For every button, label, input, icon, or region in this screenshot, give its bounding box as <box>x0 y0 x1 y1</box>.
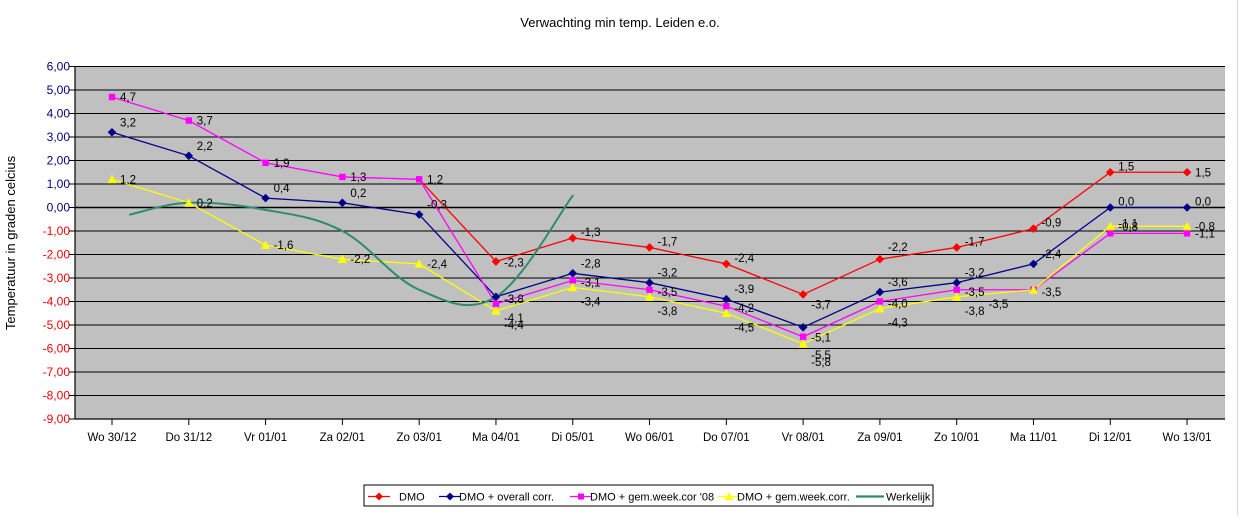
svg-text:-1,6: -1,6 <box>274 240 294 252</box>
svg-text:-2,2: -2,2 <box>888 242 908 254</box>
svg-text:Wo 06/01: Wo 06/01 <box>625 432 674 444</box>
svg-text:-2,4: -2,4 <box>734 253 754 265</box>
svg-text:1,00: 1,00 <box>47 177 71 191</box>
svg-text:Za 02/01: Za 02/01 <box>320 432 365 444</box>
svg-text:Za 09/01: Za 09/01 <box>857 432 902 444</box>
svg-text:Wo 30/12: Wo 30/12 <box>87 432 136 444</box>
svg-text:6,00: 6,00 <box>47 60 71 74</box>
svg-text:Wo 13/01: Wo 13/01 <box>1163 432 1212 444</box>
svg-text:-3,4: -3,4 <box>581 296 601 308</box>
svg-text:1,5: 1,5 <box>1118 161 1134 173</box>
svg-text:3,2: 3,2 <box>120 117 136 129</box>
svg-text:1,3: 1,3 <box>350 172 366 184</box>
svg-text:-5,8: -5,8 <box>811 357 831 369</box>
svg-text:1,5: 1,5 <box>1195 167 1211 179</box>
svg-text:-3,5: -3,5 <box>1041 287 1061 299</box>
svg-text:Zo 10/01: Zo 10/01 <box>934 432 979 444</box>
svg-text:-3,8: -3,8 <box>658 306 678 318</box>
svg-text:-3,6: -3,6 <box>888 277 908 289</box>
svg-text:Ma 11/01: Ma 11/01 <box>1010 432 1057 444</box>
svg-text:-3,2: -3,2 <box>658 268 678 280</box>
svg-text:0,0: 0,0 <box>1118 197 1134 209</box>
svg-text:-0,9: -0,9 <box>1041 218 1061 230</box>
svg-text:-0,8: -0,8 <box>1118 221 1138 233</box>
svg-text:3,7: 3,7 <box>197 116 213 128</box>
svg-text:2,00: 2,00 <box>47 154 71 168</box>
svg-text:Verwachting min temp. Leiden e: Verwachting min temp. Leiden e.o. <box>520 15 719 30</box>
svg-text:Vr 08/01: Vr 08/01 <box>782 432 825 444</box>
svg-text:-5,1: -5,1 <box>811 332 831 344</box>
svg-text:-3,9: -3,9 <box>734 284 754 296</box>
svg-text:-9,00: -9,00 <box>43 412 71 426</box>
svg-text:Werkelijk: Werkelijk <box>886 492 931 504</box>
svg-text:Temperatuur in graden celcius: Temperatuur in graden celcius <box>3 155 18 330</box>
svg-text:DMO: DMO <box>399 492 425 504</box>
svg-text:-1,7: -1,7 <box>965 236 985 248</box>
svg-text:1,2: 1,2 <box>427 174 443 186</box>
svg-text:DMO + overall corr.: DMO + overall corr. <box>459 492 554 504</box>
svg-text:-3,7: -3,7 <box>811 299 831 311</box>
svg-text:-4,4: -4,4 <box>504 320 524 332</box>
svg-text:Zo 03/01: Zo 03/01 <box>396 432 441 444</box>
svg-text:5,00: 5,00 <box>47 83 71 97</box>
svg-text:Do 07/01: Do 07/01 <box>703 432 750 444</box>
svg-text:-4,00: -4,00 <box>43 295 71 309</box>
svg-text:3,00: 3,00 <box>47 130 71 144</box>
svg-text:1,9: 1,9 <box>274 158 290 170</box>
svg-text:-3,8: -3,8 <box>965 306 985 318</box>
svg-text:DMO + gem.week.corr.: DMO + gem.week.corr. <box>737 492 850 504</box>
svg-text:-0,8: -0,8 <box>1195 221 1215 233</box>
svg-text:-5,00: -5,00 <box>43 318 71 332</box>
svg-text:-6,00: -6,00 <box>43 342 71 356</box>
svg-text:-2,3: -2,3 <box>504 258 524 270</box>
svg-text:-7,00: -7,00 <box>43 365 71 379</box>
svg-text:Di 05/01: Di 05/01 <box>551 432 594 444</box>
svg-text:-3,2: -3,2 <box>965 268 985 280</box>
svg-text:Vr 01/01: Vr 01/01 <box>244 432 287 444</box>
svg-text:4,00: 4,00 <box>47 107 71 121</box>
svg-text:-2,4: -2,4 <box>1041 249 1061 261</box>
svg-text:-1,00: -1,00 <box>43 224 71 238</box>
svg-text:Ma 04/01: Ma 04/01 <box>472 432 520 444</box>
svg-text:1,2: 1,2 <box>120 174 136 186</box>
svg-text:-8,00: -8,00 <box>43 389 71 403</box>
svg-text:0,00: 0,00 <box>47 201 71 215</box>
svg-text:-3,5: -3,5 <box>988 299 1008 311</box>
svg-text:0,0: 0,0 <box>1195 197 1211 209</box>
svg-text:0,2: 0,2 <box>350 188 366 200</box>
svg-text:DMO + gem.week.cor '08: DMO + gem.week.cor '08 <box>590 492 714 504</box>
svg-text:-2,4: -2,4 <box>427 259 447 271</box>
svg-text:-1,7: -1,7 <box>658 236 678 248</box>
svg-text:-4,2: -4,2 <box>734 303 754 315</box>
svg-text:-3,8: -3,8 <box>504 294 524 306</box>
svg-text:-1,3: -1,3 <box>581 227 601 239</box>
svg-text:2,2: 2,2 <box>197 141 213 153</box>
svg-text:Do 31/12: Do 31/12 <box>165 432 212 444</box>
svg-text:-0,3: -0,3 <box>427 200 447 212</box>
svg-text:-2,8: -2,8 <box>581 258 601 270</box>
svg-text:-4,5: -4,5 <box>734 322 754 334</box>
svg-text:-4,0: -4,0 <box>888 299 908 311</box>
svg-text:-3,5: -3,5 <box>965 287 985 299</box>
svg-text:-2,00: -2,00 <box>43 248 71 262</box>
svg-text:-3,1: -3,1 <box>581 277 601 289</box>
svg-text:0,2: 0,2 <box>197 198 213 210</box>
svg-text:-2,2: -2,2 <box>350 254 370 266</box>
svg-text:-4,3: -4,3 <box>888 318 908 330</box>
svg-text:Di 12/01: Di 12/01 <box>1089 432 1132 444</box>
svg-text:4,7: 4,7 <box>120 92 136 104</box>
svg-text:-3,5: -3,5 <box>658 287 678 299</box>
svg-text:0,4: 0,4 <box>274 183 291 195</box>
svg-text:-3,00: -3,00 <box>43 271 71 285</box>
